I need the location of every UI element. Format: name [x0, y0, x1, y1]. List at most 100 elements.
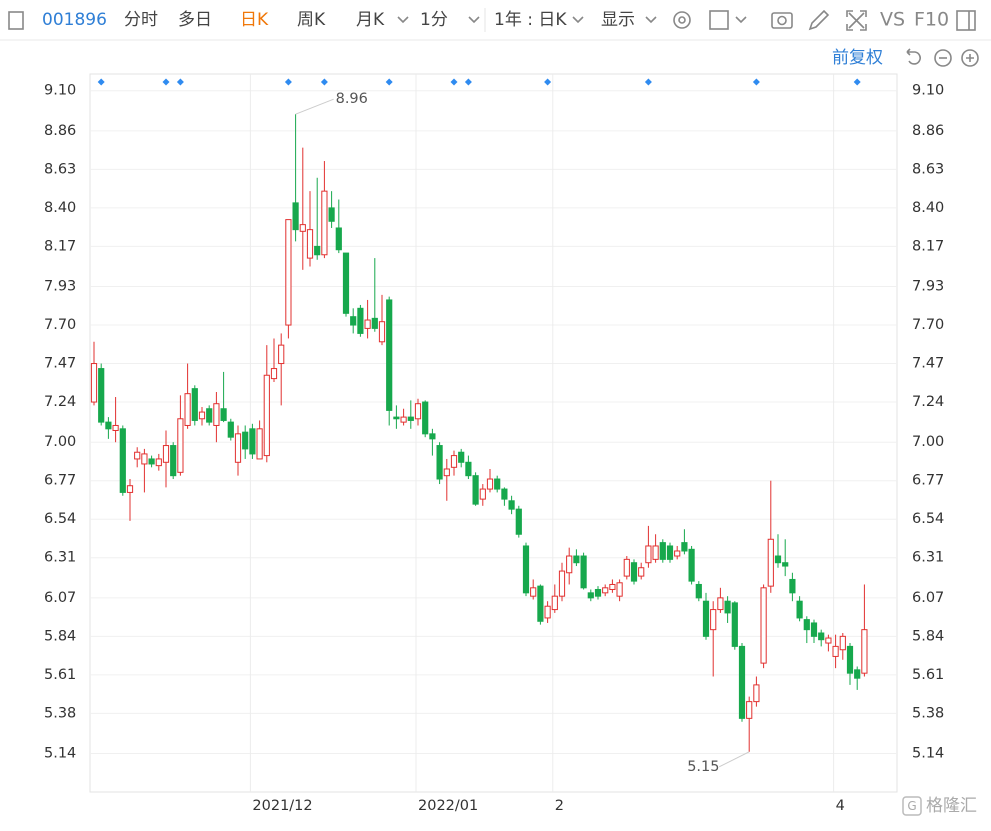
tab[interactable]: 月K	[356, 10, 385, 30]
y-tick-label-left: 7.24	[44, 394, 76, 410]
camera-icon[interactable]	[771, 12, 793, 29]
chevron[interactable]	[572, 16, 584, 24]
candle-body	[666, 545, 674, 560]
panel-icon[interactable]	[956, 10, 976, 31]
candle-body	[198, 411, 206, 420]
y-tick-label-left: 7.70	[44, 317, 76, 333]
chevron[interactable]	[645, 16, 657, 24]
interval[interactable]: 1分	[420, 10, 448, 30]
candle-body	[695, 583, 702, 599]
candle-body	[846, 645, 854, 674]
candle-body	[126, 485, 134, 493]
candle-body	[616, 582, 623, 597]
x-tick-label: 2022/01	[418, 798, 478, 814]
tab[interactable]: 分时	[124, 10, 158, 30]
candle-body	[494, 478, 501, 490]
y-tick-label-left: 6.31	[44, 550, 76, 566]
candle-body	[328, 207, 335, 222]
candle-body	[299, 224, 306, 232]
y-tick-label-left: 9.10	[44, 83, 76, 99]
zoom-out-icon[interactable]	[934, 49, 952, 67]
candle-body	[400, 416, 407, 423]
chevron[interactable]	[735, 16, 747, 24]
candle-body	[522, 545, 530, 594]
candle-body	[861, 629, 868, 674]
y-tick-label-right: 7.24	[912, 394, 944, 410]
candle-body	[256, 428, 263, 460]
candle-body	[602, 587, 609, 594]
candle-body	[566, 555, 573, 574]
y-tick-label-left: 5.84	[44, 628, 76, 644]
annotation-leader	[295, 98, 334, 115]
y-tick-label-right: 6.07	[912, 590, 944, 606]
candle-body	[573, 555, 580, 564]
square-icon[interactable]	[709, 10, 729, 30]
y-tick-label-left: 8.17	[44, 238, 76, 254]
tab-active[interactable]: 日K	[240, 10, 269, 30]
candle-body	[105, 421, 112, 430]
x-tick-label: 2	[555, 798, 564, 814]
undo-icon[interactable]	[906, 48, 921, 65]
zoom-in-plus	[966, 54, 974, 62]
candle-body	[378, 321, 386, 343]
candle-body	[443, 468, 450, 477]
candle-body	[386, 299, 393, 411]
chevron[interactable]	[397, 16, 409, 24]
sidebar-icon[interactable]	[8, 11, 24, 30]
candle-body	[414, 403, 422, 420]
y-tick-label-right: 5.38	[912, 705, 944, 721]
candle-body	[623, 558, 630, 577]
candle-body	[609, 583, 616, 590]
event-marker	[162, 78, 170, 86]
y-tick-label-right: 9.10	[912, 83, 944, 99]
candle-body	[486, 478, 494, 490]
candle-body	[645, 545, 652, 564]
candle-body	[796, 600, 803, 619]
candle-body	[285, 219, 292, 326]
settings-icon[interactable]	[673, 11, 691, 29]
y-tick-label-right: 5.14	[912, 746, 944, 762]
candle-body	[357, 307, 364, 334]
candle-body	[227, 421, 234, 438]
adjust-button[interactable]: 前复权	[832, 48, 883, 68]
zoom-in-icon[interactable]	[961, 49, 979, 67]
event-marker	[752, 78, 760, 86]
candle-body	[242, 431, 249, 450]
display[interactable]: 显示	[601, 10, 635, 30]
y-tick-label-right: 8.86	[912, 123, 944, 139]
candle-body	[810, 622, 818, 637]
candle-body	[263, 374, 270, 457]
candle-body	[688, 548, 695, 582]
candle-body	[782, 562, 789, 567]
candle-body	[594, 588, 602, 597]
f10-button[interactable]: F10	[914, 9, 949, 31]
watermark-logo	[902, 796, 922, 816]
event-marker	[450, 78, 458, 86]
vs-button[interactable]: VS	[880, 9, 905, 31]
candle-body	[206, 408, 213, 423]
watermark-logo-letter: G	[907, 799, 916, 813]
candle-body	[234, 433, 242, 463]
chevron[interactable]	[468, 16, 480, 24]
candle-body	[119, 428, 126, 493]
candle-body	[436, 445, 443, 480]
event-marker	[853, 78, 861, 86]
fullscreen-icon[interactable]	[846, 10, 867, 31]
tab[interactable]: 多日	[178, 10, 212, 30]
candle-body	[371, 317, 378, 329]
pencil-icon[interactable]	[808, 9, 830, 31]
event-marker	[644, 78, 652, 86]
y-tick-label-left: 8.40	[44, 200, 76, 216]
candle-body	[825, 637, 832, 644]
stock-code[interactable]: 001896	[42, 10, 107, 30]
candle-body	[818, 632, 825, 641]
candle-body	[321, 190, 328, 256]
range[interactable]: 1年 : 日K	[494, 10, 567, 30]
candle-body	[501, 488, 508, 500]
candle-body	[753, 684, 760, 703]
event-marker	[320, 78, 328, 86]
candle-body	[170, 445, 177, 477]
tab[interactable]: 周K	[297, 10, 326, 30]
